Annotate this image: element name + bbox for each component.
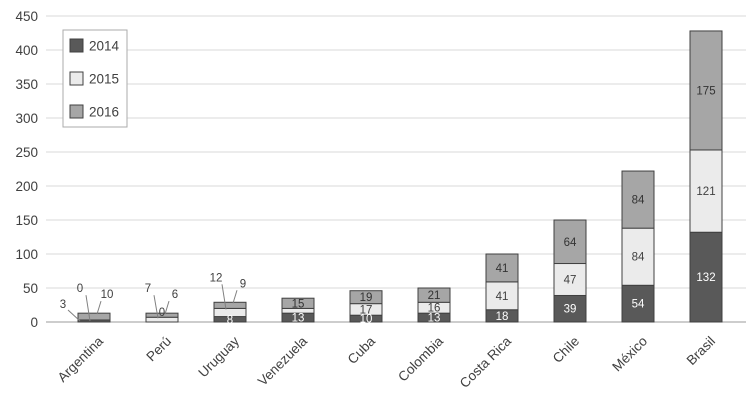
bar-segment (689, 149, 723, 233)
x-category-label: Uruguay (195, 333, 242, 380)
x-category-label: Argentina (55, 333, 107, 385)
bar-segment (553, 294, 587, 323)
callout-label: 9 (240, 278, 246, 290)
bar-segment-label: 84 (632, 195, 645, 207)
bar-segment (485, 281, 519, 311)
bar-segment-label: 16 (428, 303, 441, 315)
legend-swatch (69, 38, 84, 53)
callout-label: 7 (145, 283, 151, 295)
y-tick-label: 100 (15, 247, 38, 262)
callout-label: 3 (60, 299, 66, 311)
bar-segment-label: 41 (496, 263, 509, 275)
leader-line (232, 290, 238, 304)
bar-segment (621, 284, 655, 323)
leader-line (164, 301, 170, 315)
bar-segment-label: 21 (428, 290, 441, 302)
legend-swatch (69, 71, 84, 86)
bar-segment (349, 290, 383, 305)
y-tick-label: 400 (15, 43, 38, 58)
y-tick-label: 50 (23, 281, 38, 296)
bar-segment-label: 132 (696, 272, 715, 284)
bar-segment-label: 17 (360, 304, 373, 316)
bar-segment-label: 64 (564, 237, 577, 249)
bar-segment-label: 15 (292, 298, 305, 310)
bar-segment-label: 19 (360, 292, 373, 304)
bar-segment-label: 10 (360, 314, 373, 326)
bar-segment-label: 13 (428, 313, 441, 325)
x-category-label: Venezuela (255, 333, 311, 389)
bar-segment-label: 47 (564, 275, 577, 287)
bar-segment-label: 84 (632, 252, 645, 264)
y-tick-label: 350 (15, 77, 38, 92)
y-tick-label: 200 (15, 179, 38, 194)
callout-label: 0 (77, 283, 83, 295)
y-tick-label: 0 (30, 315, 38, 330)
bar-segment-label: 54 (632, 299, 645, 311)
bar-segment-label: 8 (227, 314, 233, 326)
bar-segment (689, 231, 723, 323)
leader-line (85, 295, 91, 322)
leader-line (221, 284, 227, 310)
bar-segment-label: 0 (159, 307, 165, 319)
x-category-label: Perú (143, 334, 174, 365)
x-category-label: Chile (550, 334, 582, 366)
bar-segment (689, 30, 723, 151)
bar-segment (621, 170, 655, 229)
bar-segment-label: 18 (496, 311, 509, 323)
legend-label: 2015 (89, 72, 119, 87)
x-category-label: Cuba (345, 333, 379, 367)
callout-label: 12 (210, 272, 223, 284)
leader-line (153, 295, 159, 319)
callout-label: 6 (172, 289, 178, 301)
legend-label: 2014 (89, 39, 120, 54)
x-category-label: México (609, 334, 650, 375)
leader-line (67, 309, 81, 322)
y-tick-label: 250 (15, 145, 38, 160)
legend-label: 2016 (89, 105, 119, 120)
x-category-label: Costa Rica (457, 333, 515, 391)
bar-segment-label: 121 (696, 186, 715, 198)
legend-swatch (69, 104, 84, 119)
bar-segment (281, 297, 315, 309)
y-tick-label: 300 (15, 111, 38, 126)
bar-segment-label: 39 (564, 304, 577, 316)
bar-segment (485, 253, 519, 283)
x-category-label: Brasil (684, 334, 718, 368)
bar-segment (77, 312, 111, 321)
bar-segment (553, 219, 587, 265)
leader-line (96, 301, 102, 315)
bar-segment (621, 227, 655, 286)
y-tick-label: 150 (15, 213, 38, 228)
bar-segment (417, 287, 451, 303)
bar-segment-label: 175 (696, 85, 715, 97)
bar-segment-label: 41 (496, 291, 509, 303)
bar-segment (145, 312, 179, 318)
y-tick-label: 450 (15, 9, 38, 24)
bar-segment (213, 301, 247, 309)
bar-segment-label: 13 (292, 313, 305, 325)
x-category-label: Colombia (395, 333, 446, 384)
callout-label: 10 (101, 289, 114, 301)
